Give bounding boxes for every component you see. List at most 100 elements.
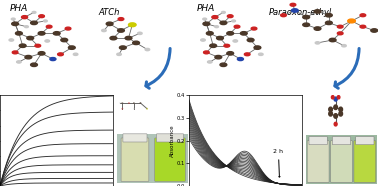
Circle shape (233, 40, 237, 42)
Circle shape (220, 63, 227, 67)
Circle shape (222, 11, 225, 13)
Y-axis label: Absorbance: Absorbance (170, 124, 175, 157)
Circle shape (303, 23, 310, 26)
Circle shape (237, 57, 243, 61)
Circle shape (50, 57, 56, 61)
Circle shape (15, 32, 22, 35)
Circle shape (12, 51, 18, 54)
FancyBboxPatch shape (118, 134, 187, 183)
Text: PHA: PHA (197, 4, 215, 13)
Circle shape (119, 46, 126, 49)
Circle shape (334, 114, 338, 118)
FancyBboxPatch shape (156, 134, 184, 142)
Circle shape (227, 52, 234, 55)
Circle shape (125, 36, 132, 40)
FancyBboxPatch shape (356, 137, 374, 145)
Circle shape (339, 112, 342, 116)
Circle shape (247, 38, 254, 42)
Circle shape (27, 36, 34, 40)
Circle shape (334, 105, 338, 110)
Circle shape (118, 18, 124, 20)
Text: Paraoxon-ethyl: Paraoxon-ethyl (268, 8, 332, 17)
Circle shape (206, 32, 213, 35)
FancyBboxPatch shape (330, 141, 352, 182)
Circle shape (220, 21, 227, 25)
Circle shape (329, 107, 332, 112)
Circle shape (254, 46, 261, 49)
Circle shape (338, 32, 343, 35)
Circle shape (31, 63, 37, 67)
Circle shape (371, 29, 378, 32)
Circle shape (314, 10, 321, 13)
Circle shape (145, 48, 150, 51)
Circle shape (329, 38, 336, 42)
Circle shape (325, 21, 332, 25)
Circle shape (129, 23, 136, 27)
Circle shape (251, 27, 257, 30)
FancyBboxPatch shape (332, 137, 351, 145)
Circle shape (43, 20, 47, 22)
Circle shape (203, 22, 210, 25)
Text: PHA: PHA (9, 4, 28, 13)
Circle shape (325, 14, 332, 17)
Circle shape (337, 96, 340, 99)
Circle shape (38, 32, 45, 35)
Circle shape (19, 44, 26, 47)
Circle shape (31, 21, 37, 25)
Circle shape (259, 53, 263, 55)
Circle shape (232, 20, 235, 22)
Circle shape (339, 107, 342, 112)
Text: ATCh: ATCh (98, 8, 120, 17)
Circle shape (360, 25, 366, 28)
Circle shape (102, 29, 106, 32)
Circle shape (334, 97, 337, 101)
Circle shape (201, 39, 205, 41)
Circle shape (61, 38, 68, 42)
Circle shape (25, 26, 28, 28)
Circle shape (210, 44, 217, 47)
Circle shape (329, 112, 332, 116)
Circle shape (291, 9, 298, 12)
Circle shape (217, 36, 223, 40)
Circle shape (227, 15, 233, 18)
Circle shape (203, 51, 209, 54)
Circle shape (334, 122, 337, 126)
Circle shape (133, 41, 139, 45)
Circle shape (227, 32, 234, 35)
Circle shape (138, 32, 142, 34)
Circle shape (280, 14, 287, 17)
FancyBboxPatch shape (307, 141, 329, 182)
Circle shape (342, 45, 346, 47)
Circle shape (314, 27, 321, 30)
Circle shape (208, 61, 212, 63)
Circle shape (11, 18, 15, 20)
Circle shape (348, 19, 355, 23)
FancyBboxPatch shape (307, 135, 376, 184)
Circle shape (68, 46, 75, 49)
Circle shape (215, 26, 218, 28)
FancyBboxPatch shape (121, 138, 149, 182)
Circle shape (110, 36, 117, 40)
Circle shape (39, 15, 45, 18)
Circle shape (17, 61, 21, 63)
Circle shape (73, 53, 78, 55)
Circle shape (360, 14, 366, 17)
Circle shape (332, 96, 334, 99)
FancyBboxPatch shape (309, 137, 327, 145)
Circle shape (315, 42, 320, 44)
Text: 2 h: 2 h (273, 149, 284, 177)
Circle shape (117, 53, 121, 55)
Circle shape (46, 25, 52, 28)
Circle shape (290, 3, 296, 6)
FancyBboxPatch shape (354, 141, 376, 182)
Circle shape (234, 25, 240, 28)
Circle shape (338, 25, 343, 28)
Circle shape (106, 22, 113, 25)
Circle shape (53, 32, 60, 35)
FancyBboxPatch shape (155, 138, 185, 182)
Circle shape (203, 18, 206, 20)
Circle shape (32, 11, 36, 13)
FancyBboxPatch shape (123, 134, 147, 142)
Circle shape (244, 53, 250, 56)
Circle shape (240, 32, 247, 35)
